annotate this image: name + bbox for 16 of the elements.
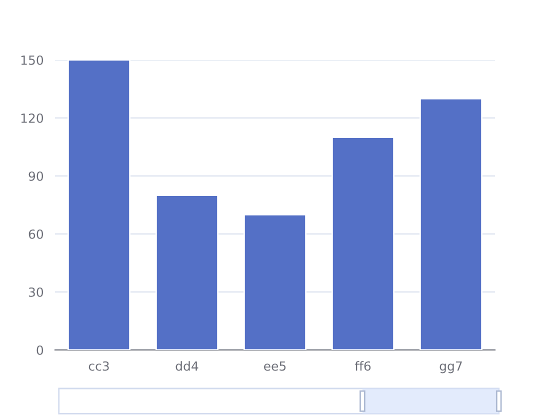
y-tick-label: 150 xyxy=(21,55,44,65)
x-tick-label: dd4 xyxy=(176,361,198,371)
y-tick-label: 90 xyxy=(28,171,44,181)
y-tick-label: 60 xyxy=(28,229,44,239)
bar xyxy=(332,136,394,350)
y-tick-label: 0 xyxy=(36,345,44,355)
x-tick-label: ee5 xyxy=(264,361,286,371)
bar xyxy=(420,98,482,350)
x-tick-label: gg7 xyxy=(440,361,462,374)
x-tick-label: cc3 xyxy=(88,361,109,371)
y-tick-label: 120 xyxy=(21,113,44,123)
bar xyxy=(244,214,306,350)
y-tick-label: 30 xyxy=(28,287,44,297)
x-tick-label: ff6 xyxy=(354,361,371,371)
bar xyxy=(156,194,218,350)
bar xyxy=(68,60,130,350)
